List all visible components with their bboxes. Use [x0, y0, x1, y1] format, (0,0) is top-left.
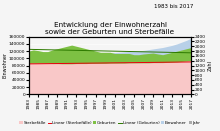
Legend: Sterbefälle, Linear (Sterbefälle), Geburten, Linear (Geburten), Einwohner, Jahr: Sterbefälle, Linear (Sterbefälle), Gebur… — [18, 119, 202, 127]
Text: 1983 bis 2017: 1983 bis 2017 — [154, 4, 194, 9]
Y-axis label: Einwohner: Einwohner — [2, 53, 7, 78]
Y-axis label: Zahl: Zahl — [207, 60, 212, 71]
Title: Entwicklung der Einwohnerzahl
sowie der Geburten und Sterbefälle: Entwicklung der Einwohnerzahl sowie der … — [46, 22, 174, 35]
